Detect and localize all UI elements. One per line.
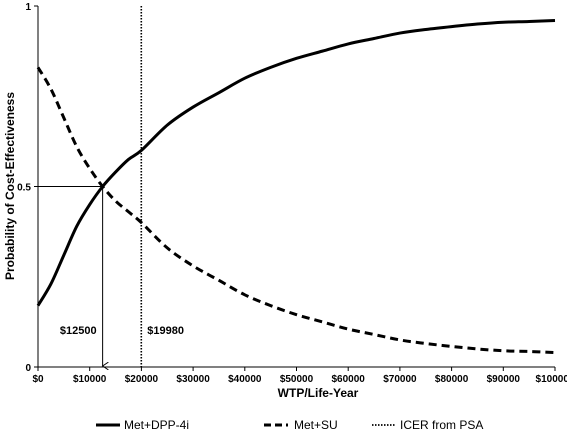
crossing-value-label: $12500 [60, 325, 97, 337]
legend-label-met-dpp4i: Met+DPP-4i [124, 418, 189, 431]
annotations: $12500 $19980 [60, 325, 184, 337]
x-tick-label: $20000 [125, 374, 159, 385]
tick-labels: $0 $10000 $20000 $30000 $40000 $50000 $60000 $7… [17, 2, 567, 385]
x-axis-title: WTP/Life-Year [278, 386, 359, 400]
x-tick-label: $50000 [280, 374, 314, 385]
x-tick-label: $30000 [176, 374, 210, 385]
series-lines [36, 18, 556, 355]
axes [34, 5, 556, 371]
series-line-met-su [36, 66, 556, 355]
y-tick-label: 1 [25, 2, 31, 13]
legend-label-met-su: Met+SU [294, 418, 338, 431]
x-tick-label: $70000 [383, 374, 417, 385]
x-tick-label: $60000 [332, 374, 366, 385]
x-tick-label: $80000 [435, 374, 469, 385]
icer-value-label: $19980 [147, 325, 184, 337]
threshold-guides [38, 6, 143, 367]
x-tick-label: $90000 [487, 374, 521, 385]
legend: Met+DPP-4i Met+SU ICER from PSA [96, 418, 483, 431]
legend-label-icer: ICER from PSA [400, 418, 483, 431]
x-tick-label: $40000 [228, 374, 262, 385]
x-tick-label: $0 [32, 374, 44, 385]
y-tick-label: 0.5 [17, 183, 31, 194]
series-line-met-dpp4i [36, 18, 556, 307]
y-axis-title: Probability of Cost-Effectiveness [3, 92, 17, 280]
y-tick-label: 0 [25, 363, 31, 374]
x-tick-label: $10000 [73, 374, 107, 385]
